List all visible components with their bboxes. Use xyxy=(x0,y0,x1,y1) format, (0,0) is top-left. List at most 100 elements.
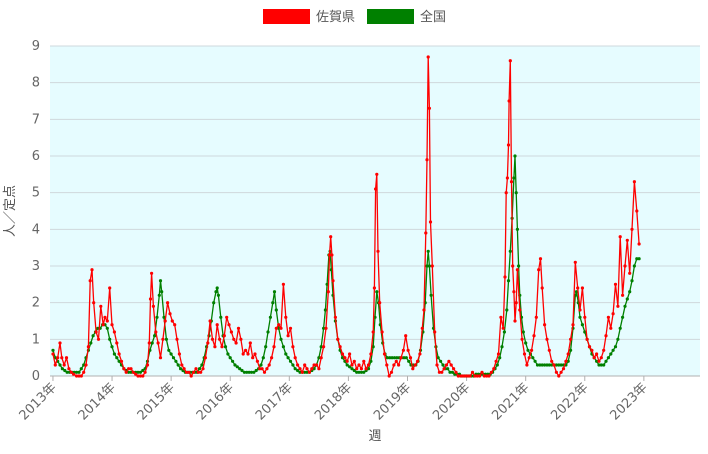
data-point[interactable] xyxy=(559,363,563,367)
data-point[interactable] xyxy=(362,359,366,363)
data-point[interactable] xyxy=(75,370,79,374)
data-point[interactable] xyxy=(51,352,55,356)
data-point[interactable] xyxy=(187,370,191,374)
data-point[interactable] xyxy=(461,374,465,378)
data-point[interactable] xyxy=(151,304,155,308)
data-point[interactable] xyxy=(509,180,514,184)
data-point[interactable] xyxy=(511,264,515,268)
data-point[interactable] xyxy=(216,293,220,297)
data-point[interactable] xyxy=(355,367,359,371)
data-point[interactable] xyxy=(327,253,332,257)
data-point[interactable] xyxy=(58,341,62,345)
data-point[interactable] xyxy=(212,301,216,305)
data-point[interactable] xyxy=(404,356,408,360)
data-point[interactable] xyxy=(372,286,376,290)
data-point[interactable] xyxy=(380,330,384,334)
data-point[interactable] xyxy=(218,337,222,341)
data-point[interactable] xyxy=(580,286,585,290)
data-point[interactable] xyxy=(375,290,379,294)
data-point[interactable] xyxy=(75,374,79,378)
data-point[interactable] xyxy=(415,359,420,363)
data-point[interactable] xyxy=(435,363,439,367)
data-point[interactable] xyxy=(385,356,389,360)
data-point[interactable] xyxy=(637,242,641,246)
data-point[interactable] xyxy=(166,301,170,305)
data-point[interactable] xyxy=(513,154,517,158)
data-point[interactable] xyxy=(206,341,210,345)
data-point[interactable] xyxy=(352,368,356,373)
data-point[interactable] xyxy=(305,367,309,371)
data-point[interactable] xyxy=(501,326,505,330)
data-point[interactable] xyxy=(108,286,112,290)
data-point[interactable] xyxy=(131,370,135,374)
data-point[interactable] xyxy=(122,367,126,371)
data-point[interactable] xyxy=(88,279,92,283)
data-point[interactable] xyxy=(171,356,176,360)
data-point[interactable] xyxy=(473,374,477,378)
data-point[interactable] xyxy=(90,268,94,272)
data-point[interactable] xyxy=(505,176,509,180)
data-point[interactable] xyxy=(515,268,520,272)
data-point[interactable] xyxy=(452,367,456,371)
data-point[interactable] xyxy=(517,264,521,268)
data-point[interactable] xyxy=(635,257,639,261)
data-point[interactable] xyxy=(244,348,248,352)
data-point[interactable] xyxy=(127,367,131,371)
data-point[interactable] xyxy=(197,367,202,371)
data-point[interactable] xyxy=(65,370,69,374)
data-point[interactable] xyxy=(177,352,181,356)
data-point[interactable] xyxy=(340,352,345,356)
data-point[interactable] xyxy=(286,356,290,360)
data-point[interactable] xyxy=(630,279,634,283)
data-point[interactable] xyxy=(199,370,203,374)
data-point[interactable] xyxy=(535,363,540,367)
data-point[interactable] xyxy=(222,334,226,338)
data-point[interactable] xyxy=(502,330,506,334)
legend-item-saga[interactable]: 佐賀県 xyxy=(263,9,355,25)
data-point[interactable] xyxy=(331,279,335,283)
data-point[interactable] xyxy=(374,187,378,191)
data-point[interactable] xyxy=(155,315,159,319)
data-point[interactable] xyxy=(395,356,399,360)
data-point[interactable] xyxy=(167,348,171,352)
data-point[interactable] xyxy=(437,370,441,374)
data-point[interactable] xyxy=(625,297,629,301)
data-point[interactable] xyxy=(613,282,618,286)
data-point[interactable] xyxy=(319,356,323,360)
data-point[interactable] xyxy=(359,370,363,374)
data-point[interactable] xyxy=(569,348,573,352)
data-point[interactable] xyxy=(157,293,161,297)
data-point[interactable] xyxy=(279,326,283,330)
data-point[interactable] xyxy=(404,334,408,338)
data-point[interactable] xyxy=(508,249,512,253)
data-point[interactable] xyxy=(279,337,283,341)
data-point[interactable] xyxy=(566,352,570,356)
data-point[interactable] xyxy=(134,372,138,376)
data-point[interactable] xyxy=(168,312,172,316)
data-point[interactable] xyxy=(60,356,64,360)
data-point[interactable] xyxy=(319,345,323,349)
data-point[interactable] xyxy=(231,359,235,363)
data-point[interactable] xyxy=(101,323,105,327)
data-point[interactable] xyxy=(513,319,517,323)
data-point[interactable] xyxy=(253,352,257,356)
data-point[interactable] xyxy=(314,363,319,367)
data-point[interactable] xyxy=(254,368,258,373)
data-point[interactable] xyxy=(637,257,641,261)
data-point[interactable] xyxy=(505,308,509,312)
data-point[interactable] xyxy=(251,356,255,360)
data-point[interactable] xyxy=(357,363,361,367)
data-point[interactable] xyxy=(489,370,493,374)
data-point[interactable] xyxy=(288,359,293,363)
data-point[interactable] xyxy=(366,363,371,367)
data-point[interactable] xyxy=(420,326,424,330)
data-point[interactable] xyxy=(214,290,218,294)
data-point[interactable] xyxy=(578,308,582,312)
data-point[interactable] xyxy=(492,367,496,371)
data-point[interactable] xyxy=(326,290,330,294)
data-point[interactable] xyxy=(129,370,133,374)
data-point[interactable] xyxy=(272,290,277,294)
data-point[interactable] xyxy=(485,374,489,378)
data-point[interactable] xyxy=(176,363,180,367)
data-point[interactable] xyxy=(392,356,397,360)
